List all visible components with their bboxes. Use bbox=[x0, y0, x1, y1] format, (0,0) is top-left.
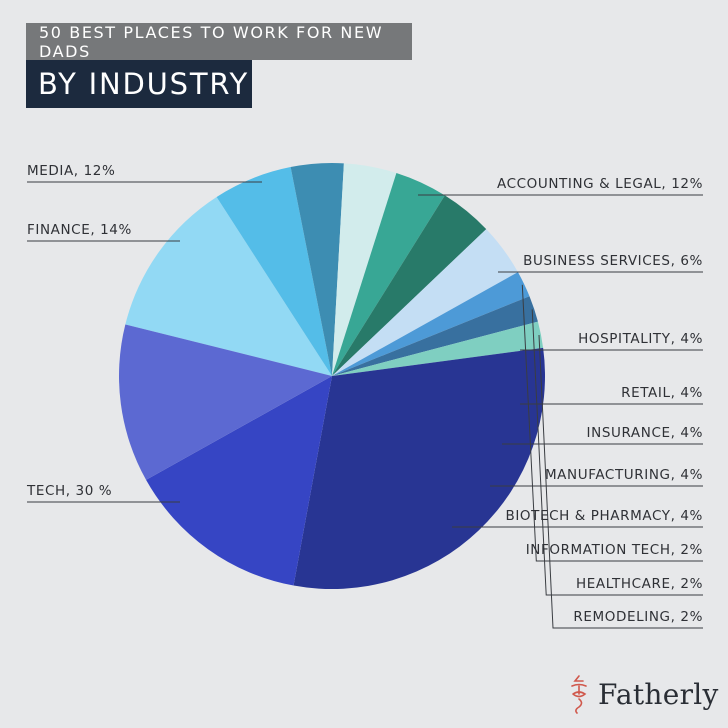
slice-label: RETAIL, 4% bbox=[621, 385, 703, 401]
slice-label: TECH, 30 % bbox=[26, 483, 112, 499]
leader-line bbox=[538, 334, 703, 629]
pie-slice-biotech-pharmacy bbox=[332, 229, 518, 376]
slice-label: ACCOUNTING & LEGAL, 12% bbox=[497, 176, 703, 192]
slice-label: MEDIA, 12% bbox=[27, 163, 115, 179]
pie-slice-retail bbox=[332, 163, 397, 376]
pie-slice-insurance bbox=[332, 172, 445, 376]
pie-slice-business-services bbox=[216, 167, 332, 376]
slice-label: REMODELING, 2% bbox=[573, 609, 703, 625]
pie-slice-remodeling bbox=[332, 321, 544, 376]
pie-slice-manufacturing bbox=[332, 195, 487, 376]
slice-label: BUSINESS SERVICES, 6% bbox=[523, 253, 703, 269]
slice-label: HOSPITALITY, 4% bbox=[578, 331, 703, 347]
leader-line bbox=[531, 309, 703, 596]
brand: Fatherly bbox=[566, 672, 719, 716]
brand-name: Fatherly bbox=[598, 677, 719, 711]
chart-subtitle: 50 BEST PLACES TO WORK FOR NEW DADS bbox=[26, 23, 412, 61]
pie-slice-hospitality bbox=[290, 162, 344, 376]
slice-label: FINANCE, 14% bbox=[27, 222, 132, 238]
pie-slice-healthcare bbox=[332, 296, 538, 376]
slice-label: BIOTECH & PHARMACY, 4% bbox=[505, 508, 703, 524]
leader-line bbox=[521, 284, 703, 562]
slice-label: INSURANCE, 4% bbox=[587, 425, 703, 441]
slice-label: MANUFACTURING, 4% bbox=[545, 467, 703, 483]
pie-slice-tech bbox=[293, 347, 546, 589]
slice-label: INFORMATION TECH, 2% bbox=[526, 542, 703, 558]
pie-slice-accounting-legal bbox=[125, 196, 332, 376]
fatherly-logo-icon bbox=[571, 675, 587, 714]
slice-label: HEALTHCARE, 2% bbox=[576, 576, 703, 592]
pie-slice-finance bbox=[146, 376, 332, 586]
pie-slice-media bbox=[119, 324, 332, 480]
chart-title: BY INDUSTRY bbox=[26, 60, 252, 108]
pie-slice-information-tech bbox=[332, 272, 530, 376]
